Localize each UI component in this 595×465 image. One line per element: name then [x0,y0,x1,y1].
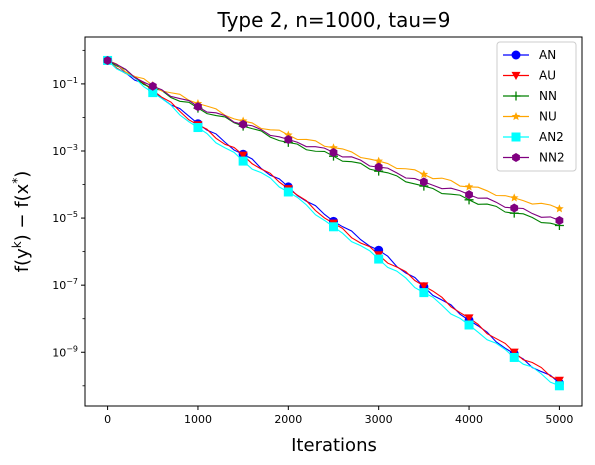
legend-label-an2: AN2 [539,130,564,144]
legend-label-nu: NU [539,110,557,124]
point-nu [509,193,519,202]
point-an2 [419,288,429,298]
point-nn2 [465,190,473,200]
point-an2 [283,187,293,197]
chart-title: Type 2, n=1000, tau=9 [216,8,450,32]
point-nn2 [148,81,157,91]
y-tick-label: 10−3 [52,143,78,158]
y-axis-label: f(yk) − f(x*) [10,171,33,273]
markers-group [103,55,564,391]
legend-marker-nn [511,91,521,101]
x-tick-label: 0 [104,413,111,426]
x-tick-label: 2000 [274,413,302,426]
point-an2 [148,88,158,98]
legend: AN AU NN NU AN2 NN2 [496,41,577,172]
point-an2 [374,254,384,264]
y-tick-label: 10−1 [52,76,78,91]
legend-marker-an2 [511,132,521,142]
y-tick-label: 10−7 [52,277,78,292]
point-au [554,376,564,385]
x-tick-label: 5000 [545,413,573,426]
point-an2 [554,381,564,391]
x-axis-label: Iterations [291,435,377,456]
point-nn2 [419,177,428,187]
x-tick-label: 4000 [455,413,483,426]
point-an2 [238,156,248,166]
point-an2 [464,320,474,330]
legend-label-nn: NN [539,89,557,103]
y-axis-label-text: f(yk) − f(x*) [10,171,33,273]
plot-frame [84,36,583,407]
point-au [509,348,519,357]
legend-marker-nn2 [512,153,520,162]
point-an2 [329,222,338,232]
x-tick-label: 3000 [365,413,393,426]
point-nu [464,182,474,191]
legend-marker-au [511,71,521,80]
point-nn2 [239,119,248,129]
y-tick-label: 10−5 [52,210,78,225]
point-an2 [193,123,203,133]
point-au [238,151,248,160]
x-tick-label: 1000 [184,413,212,426]
point-nn2 [284,135,293,144]
point-nn2 [555,215,564,225]
legend-marker-an [511,50,521,60]
point-au [419,282,429,291]
legend-label-au: AU [539,69,556,83]
legend-marker-nu [511,112,521,121]
point-au [464,314,474,323]
point-nn2 [103,55,112,65]
point-nu [555,204,564,213]
point-nu [374,156,383,165]
point-nu [419,169,429,179]
point-nn2 [329,148,338,158]
legend-label-an: AN [539,48,556,62]
plot-area: 0 1000 2000 3000 4000 5000 10−9 10−7 10−5 10−3 10−… [52,36,583,426]
point-nn2 [194,102,202,112]
point-nn2 [510,203,519,213]
legend-label-nn2: NN2 [539,151,565,165]
point-an2 [509,352,519,362]
point-nn2 [374,162,383,172]
y-tick-label: 10−9 [52,344,78,359]
